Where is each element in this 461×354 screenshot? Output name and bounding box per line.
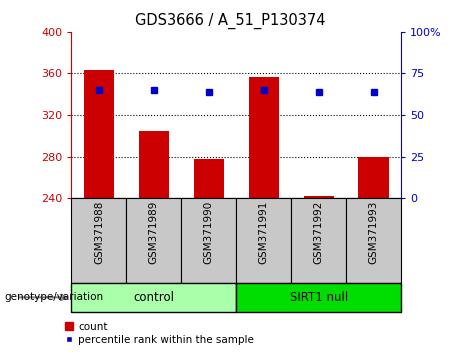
Text: GSM371989: GSM371989 [149,201,159,264]
Bar [346,198,401,283]
Bar [248,76,279,198]
Bar [194,159,224,198]
Bar [71,198,126,283]
Bar [236,198,291,283]
Text: GSM371993: GSM371993 [369,201,378,264]
Text: control: control [133,291,174,304]
Bar [126,198,181,283]
Bar [359,156,389,198]
Bar [291,198,346,283]
Legend: count, percentile rank within the sample: count, percentile rank within the sample [60,317,258,349]
Text: genotype/variation: genotype/variation [5,292,104,302]
Bar [181,198,236,283]
Text: SIRT1 null: SIRT1 null [290,291,348,304]
Text: GDS3666 / A_51_P130374: GDS3666 / A_51_P130374 [135,12,326,29]
Bar [71,283,236,312]
Bar [303,196,334,198]
Bar [139,131,169,198]
Text: GSM371990: GSM371990 [204,201,214,264]
Bar [84,70,114,198]
Text: GSM371988: GSM371988 [94,201,104,264]
Bar [236,283,401,312]
Text: GSM371991: GSM371991 [259,201,269,264]
Text: GSM371992: GSM371992 [313,201,324,264]
